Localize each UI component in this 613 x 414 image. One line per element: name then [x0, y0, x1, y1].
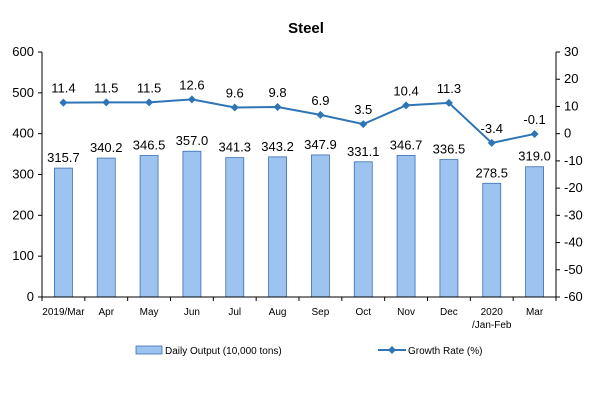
line-marker [530, 129, 539, 138]
line-marker [230, 103, 239, 112]
bar [54, 167, 73, 298]
line-value-label: 12.6 [179, 77, 204, 92]
bar [182, 150, 202, 298]
left-tick-label: 200 [12, 207, 34, 222]
right-tick-label: 20 [564, 71, 578, 86]
bar-data-labels: 315.7 340.2 346.5 357.0 341.3 343.2 347.9 331.1… [47, 133, 551, 180]
x-tick-label: Jul [228, 307, 241, 318]
chart-title: Steel [288, 20, 324, 37]
x-tick-label: Sep [312, 307, 330, 318]
line-value-label: -3.4 [481, 121, 503, 136]
bar [482, 182, 502, 298]
line-value-label: 11.4 [51, 81, 75, 96]
line-value-label: 10.4 [393, 83, 418, 98]
line-marker [359, 120, 368, 129]
left-tick-label: 300 [12, 167, 34, 182]
right-y-axis: -60 -50 -40 -30 -20 -10 0 10 20 30 [555, 44, 583, 304]
bar-series [54, 150, 544, 298]
bar [139, 155, 159, 298]
bar [396, 155, 416, 298]
line-value-label: 9.8 [269, 85, 287, 100]
legend-label-line: Growth Rate (%) [408, 346, 482, 357]
left-tick-label: 500 [12, 85, 34, 100]
line-marker [59, 98, 68, 107]
bar-value-label: 341.3 [218, 140, 251, 155]
bar-value-label: 357.0 [176, 133, 209, 148]
line-value-label: 9.6 [226, 86, 244, 101]
bar [96, 157, 116, 298]
line-data-labels: 11.4 11.5 11.5 12.6 9.6 9.8 6.9 3.5 10.4 11.3 -3.4… [51, 77, 546, 136]
x-tick-label: Jun [184, 307, 200, 318]
line-value-label: 6.9 [311, 93, 329, 108]
x-tick-label: May [140, 307, 159, 318]
right-tick-label: 10 [564, 98, 578, 113]
line-marker [402, 101, 411, 110]
bar-value-label: 343.2 [261, 139, 294, 154]
line-value-label: -0.1 [523, 112, 545, 127]
bar-value-label: 346.5 [133, 138, 166, 153]
bar-value-label: 331.1 [347, 144, 380, 159]
line-marker [316, 110, 325, 119]
bar-value-label: 346.7 [390, 137, 423, 152]
line-marker [444, 98, 453, 107]
right-tick-label: -60 [564, 289, 583, 304]
line-marker [145, 98, 154, 107]
bar-value-label: 319.0 [518, 149, 551, 164]
line-series [59, 95, 539, 147]
line-marker [273, 102, 282, 111]
right-tick-label: -40 [564, 235, 583, 250]
x-tick-label: 2019/Mar [42, 307, 85, 318]
left-tick-label: 100 [12, 248, 34, 263]
bar [225, 157, 245, 298]
line-marker [487, 138, 496, 147]
legend-swatch-bar [135, 345, 163, 355]
bar [439, 159, 459, 298]
right-tick-label: -10 [564, 153, 583, 168]
x-tick-label: Mar [526, 307, 544, 318]
bar-value-label: 336.5 [433, 142, 466, 157]
left-tick-label: 600 [12, 44, 34, 59]
line-value-label: 11.5 [94, 80, 118, 95]
right-tick-label: 30 [564, 44, 578, 59]
legend-label-bar: Daily Output (10,000 tons) [165, 346, 282, 357]
line-value-label: 3.5 [354, 102, 372, 117]
left-tick-label: 0 [27, 289, 34, 304]
legend: Daily Output (10,000 tons) Growth Rate (… [135, 345, 482, 357]
x-tick-label: /Jan-Feb [472, 320, 512, 331]
right-tick-label: -50 [564, 262, 583, 277]
left-tick-label: 400 [12, 126, 34, 141]
bar [268, 156, 287, 298]
right-tick-label: -20 [564, 180, 583, 195]
bar-value-label: 340.2 [90, 140, 123, 155]
x-tick-label: Nov [397, 307, 415, 318]
bar [311, 154, 330, 298]
x-tick-label: Apr [98, 307, 114, 318]
growth-line [63, 98, 535, 145]
bar-value-label: 315.7 [47, 150, 80, 165]
x-tick-label: 2020 [481, 307, 504, 318]
x-tick-label: Oct [355, 307, 371, 318]
line-marker [187, 95, 196, 104]
x-axis: 2019/Mar Apr May Jun Jul Aug Sep Oct Nov Dec 2020 /… [41, 296, 557, 331]
bar [353, 161, 373, 298]
line-value-label: 11.3 [437, 81, 461, 96]
left-y-axis: 0 100 200 300 400 500 600 [12, 44, 43, 304]
line-value-label: 11.5 [137, 80, 161, 95]
bar-value-label: 278.5 [475, 165, 508, 180]
bar [525, 166, 544, 298]
bar-value-label: 347.9 [304, 137, 337, 152]
line-marker [102, 98, 111, 107]
x-tick-label: Aug [269, 307, 287, 318]
right-tick-label: -30 [564, 207, 583, 222]
x-tick-label: Dec [440, 307, 458, 318]
right-tick-label: 0 [564, 126, 571, 141]
legend-marker [388, 346, 396, 354]
